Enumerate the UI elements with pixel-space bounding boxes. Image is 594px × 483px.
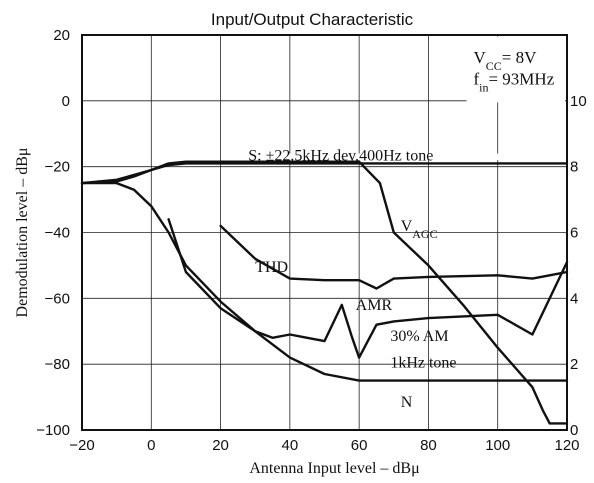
amr-label: AMR bbox=[356, 297, 393, 314]
vcc-symbol: V bbox=[473, 48, 486, 67]
x-tick-label: 20 bbox=[212, 437, 229, 454]
x-tick-label: 60 bbox=[351, 437, 368, 454]
signal-annotation: S: ±22.5kHz dev,400Hz tone bbox=[248, 148, 433, 165]
thd-label: THD bbox=[255, 259, 288, 276]
fin-value: = 93MHz bbox=[488, 69, 554, 88]
am-label-line1: 30% AM bbox=[390, 328, 448, 345]
chart-title: Input/Output Characteristic bbox=[211, 10, 414, 29]
vagc-subscript: AGC bbox=[412, 227, 437, 241]
series-lines bbox=[80, 160, 569, 425]
y-tick-label: −100 bbox=[36, 422, 70, 439]
x-tick-label: −20 bbox=[69, 437, 94, 454]
series-line-thd bbox=[219, 224, 569, 290]
series-line-n bbox=[80, 181, 569, 382]
fin-symbol: f bbox=[473, 69, 479, 88]
noise-label: N bbox=[401, 394, 413, 411]
x-axis-label: Antenna Input level – dBμ bbox=[249, 460, 419, 477]
y2-tick-label: 2 bbox=[570, 356, 578, 373]
y-tick-label: −60 bbox=[45, 290, 70, 307]
y-tick-label: 20 bbox=[53, 27, 70, 44]
y-tick-label: −20 bbox=[45, 159, 70, 176]
y2-tick-label: 6 bbox=[570, 225, 578, 242]
vagc-label: VAGC bbox=[401, 218, 438, 241]
vcc-condition: VCC= 8V bbox=[473, 48, 537, 73]
y-tick-label: 0 bbox=[62, 93, 70, 110]
tick-labels: −20 0 20 40 60 80 100 120200−20−40−60−80−100108… bbox=[36, 27, 586, 454]
series-line-amr bbox=[167, 218, 569, 359]
y-tick-label: −80 bbox=[45, 356, 70, 373]
vcc-value: = 8V bbox=[502, 48, 537, 67]
series-line-vagc bbox=[80, 160, 569, 425]
x-tick-label: 120 bbox=[554, 437, 579, 454]
x-tick-label: 100 bbox=[485, 437, 510, 454]
y2-tick-label: 0 bbox=[570, 422, 578, 439]
x-tick-label: 0 bbox=[147, 437, 155, 454]
conditions-box-background bbox=[466, 36, 565, 103]
series-line-s bbox=[80, 162, 569, 185]
y2-tick-label: 8 bbox=[570, 159, 578, 176]
y-tick-label: −40 bbox=[45, 225, 70, 242]
fin-subscript: in bbox=[479, 80, 488, 94]
plot-frame bbox=[81, 34, 568, 431]
vcc-subscript: CC bbox=[486, 59, 502, 73]
fin-condition: fin= 93MHz bbox=[473, 69, 554, 94]
signal-label-background bbox=[241, 153, 563, 161]
am-label-line2: 1kHz tone bbox=[390, 354, 456, 371]
y2-tick-label: 4 bbox=[570, 290, 578, 307]
y2-tick-label: 10 bbox=[570, 93, 587, 110]
x-tick-label: 40 bbox=[282, 437, 299, 454]
x-tick-label: 80 bbox=[420, 437, 437, 454]
vagc-symbol: V bbox=[401, 218, 413, 235]
y-axis-label: Demodulation level – dBμ bbox=[14, 148, 31, 318]
